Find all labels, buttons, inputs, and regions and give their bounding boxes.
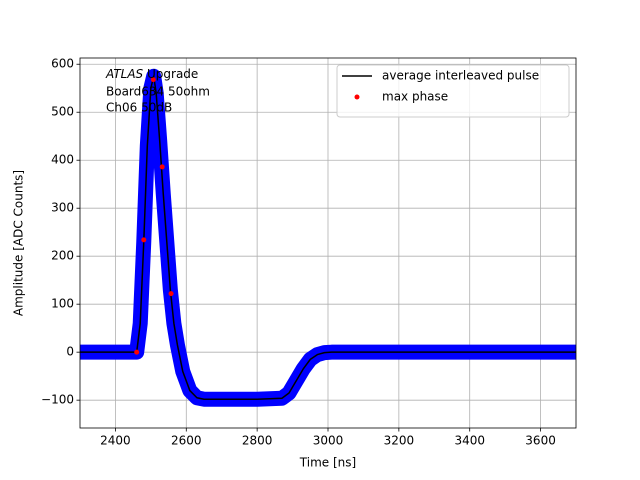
x-tick-label: 3600 <box>525 434 556 448</box>
y-axis-label: Amplitude [ADC Counts] <box>12 170 26 316</box>
max-phase-point <box>134 349 140 355</box>
x-axis-label: Time [ns] <box>299 456 356 470</box>
y-tick-label: 500 <box>51 105 74 119</box>
max-phase-point <box>168 291 174 297</box>
legend-box <box>336 64 570 118</box>
x-tick-label: 2400 <box>100 434 131 448</box>
max-phase-point <box>141 237 147 243</box>
y-tick-label: 0 <box>66 345 74 359</box>
y-tick-label: 100 <box>51 297 74 311</box>
annotation: ATLAS Upgrade <box>105 67 198 81</box>
y-tick-label: −100 <box>41 393 74 407</box>
annotation-line: Ch06 50dB <box>106 101 172 115</box>
x-tick-label: 3000 <box>313 434 344 448</box>
max-phase-point <box>150 77 156 83</box>
annotation-label: Upgrade <box>143 67 198 81</box>
x-tick-label: 2600 <box>171 434 202 448</box>
legend-marker <box>354 94 360 100</box>
average-line <box>80 75 576 400</box>
plot-area <box>80 68 576 407</box>
y-tick-label: 300 <box>51 201 74 215</box>
annotation-experiment: ATLAS <box>105 67 144 81</box>
max-phase-point <box>159 164 165 170</box>
y-tick-label: 200 <box>51 249 74 263</box>
x-tick-label: 3400 <box>454 434 485 448</box>
annotation-line: Board634 50ohm <box>106 85 210 99</box>
y-tick-label: 600 <box>51 57 74 71</box>
x-tick-label: 2800 <box>242 434 273 448</box>
legend-label: average interleaved pulse <box>382 69 539 83</box>
legend-label: max phase <box>382 90 448 104</box>
axes-frame <box>79 57 577 429</box>
x-tick-label: 3200 <box>384 434 415 448</box>
y-tick-label: 400 <box>51 153 74 167</box>
